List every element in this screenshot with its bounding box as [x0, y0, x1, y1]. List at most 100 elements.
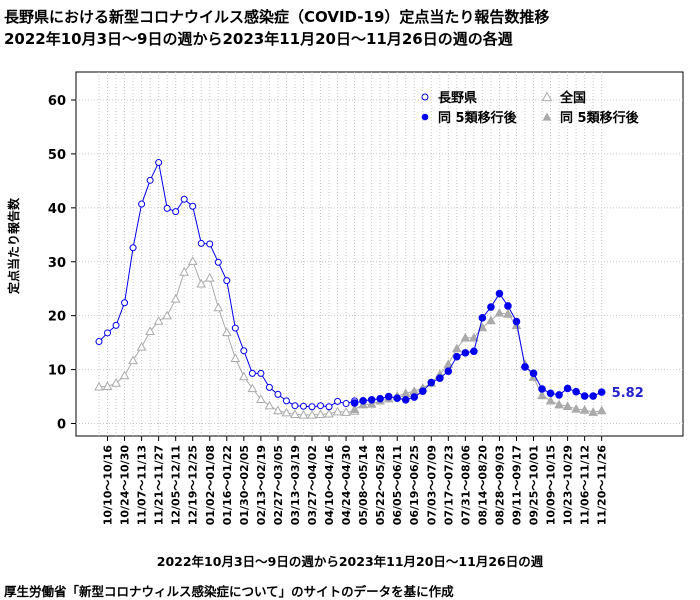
nagano-after-point — [470, 347, 478, 356]
national-after-point — [366, 399, 377, 408]
nagano-point — [257, 369, 265, 377]
legend-marker — [421, 93, 429, 101]
national-after-point — [451, 343, 462, 353]
national-point — [221, 327, 232, 337]
x-tick-label: 02/27～03/05 — [272, 445, 285, 525]
source-note: 厚生労働省「新型コロナウィルス感染症について」のサイトのデータを基に作成 — [4, 584, 454, 599]
chart-title: 長野県における新型コロナウイルス感染症（COVID-19）定点当たり報告数推移 — [4, 8, 550, 26]
x-tick-label: 01/16～01/22 — [221, 445, 234, 525]
nagano-point — [121, 299, 129, 307]
x-tick-label: 06/19～06/25 — [408, 445, 421, 525]
nagano-point — [308, 403, 316, 411]
national-after-point — [494, 307, 505, 317]
x-tick-label: 01/30～02/05 — [238, 445, 251, 525]
y-axis-title: 定点当たり報告数 — [6, 197, 21, 294]
national-point — [315, 409, 326, 419]
x-tick-label: 08/28～09/03 — [493, 445, 506, 525]
nagano-point — [146, 176, 154, 184]
national-point — [247, 383, 258, 393]
national-after-point — [596, 405, 607, 415]
national-after-point — [562, 401, 573, 410]
x-tick-label: 11/06～11/12 — [579, 445, 592, 525]
national-point — [128, 355, 138, 365]
nagano-after-point — [580, 392, 589, 400]
nagano-after-point — [427, 378, 436, 387]
nagano-point — [180, 195, 188, 203]
y-tick-label: 60 — [48, 94, 66, 109]
national-after-point — [503, 309, 513, 318]
national-point — [341, 407, 351, 416]
nagano-point — [95, 338, 103, 346]
x-tick-label: 04/10～04/16 — [323, 445, 336, 526]
nagano-after-point — [436, 374, 444, 383]
x-tick-label: 02/13～02/19 — [255, 445, 268, 525]
national-point — [230, 353, 241, 362]
national-after-point — [537, 390, 547, 400]
nagano-after-point — [410, 393, 419, 401]
legend-marker — [542, 112, 552, 121]
x-tick-label: 09/11～09/17 — [510, 445, 523, 525]
national-point — [204, 272, 215, 282]
national-point — [119, 370, 130, 380]
national-after-point — [409, 386, 420, 395]
national-line — [98, 260, 355, 416]
national-after-point — [469, 332, 479, 342]
nagano-after-point — [367, 395, 376, 404]
x-tick-label: 07/17～07/23 — [442, 445, 455, 525]
legend-label: 同 5類移行後 — [560, 110, 640, 126]
nagano-after-point — [589, 392, 597, 400]
x-tick-label: 12/19～12/25 — [187, 445, 200, 525]
nagano-point — [240, 347, 248, 355]
nagano-point — [172, 208, 180, 216]
nagano-after-point — [529, 369, 538, 378]
nagano-after-point — [393, 394, 402, 402]
national-after-point — [486, 315, 496, 325]
national-after-point — [545, 395, 556, 405]
x-tick-label: 01/02～01/08 — [204, 445, 217, 525]
legend: 長野県 全国同 5類移行後 同 5類移行後 — [421, 90, 640, 126]
nagano-point — [265, 383, 273, 391]
national-point — [273, 405, 283, 415]
nagano-after-point — [376, 394, 384, 403]
nagano-after-point — [521, 363, 529, 371]
last-value-label: 5.82 — [612, 386, 644, 401]
x-tick-label: 04/24～04/30 — [340, 445, 353, 526]
nagano-after-point — [563, 384, 572, 393]
nagano-point — [248, 369, 256, 377]
national-after-point — [554, 399, 564, 409]
national-point — [179, 266, 190, 276]
national-point — [281, 407, 292, 417]
nagano-point — [129, 244, 137, 252]
national-after-point — [588, 407, 599, 416]
nagano-after-point — [418, 387, 427, 395]
nagano-after-point — [512, 317, 521, 326]
national-point — [238, 371, 249, 381]
nagano-point — [214, 258, 222, 266]
x-tick-label: 11/21～11/27 — [153, 445, 166, 525]
nagano-point — [104, 329, 112, 337]
national-point — [94, 381, 104, 391]
legend-label: 長野県 — [438, 91, 477, 106]
nagano-point — [112, 321, 120, 329]
x-tick-label: 11/20～11/26 — [596, 445, 609, 526]
x-tick-label: 06/05～06/11 — [391, 445, 404, 525]
nagano-after-point — [401, 395, 410, 404]
x-tick-label: 05/22～05/28 — [374, 445, 387, 525]
nagano-point — [223, 277, 231, 285]
nagano-after-point — [461, 349, 470, 357]
legend-label: 同 5類移行後 — [438, 110, 518, 126]
x-tick-label: 07/03～07/09 — [425, 445, 438, 525]
national-point — [298, 409, 309, 419]
nagano-after-point — [350, 399, 359, 407]
nagano-after-point — [555, 391, 563, 399]
y-tick-label: 30 — [48, 256, 66, 271]
national-point — [102, 381, 113, 390]
nagano-point — [334, 397, 342, 405]
nagano-point — [163, 204, 171, 212]
national-point — [196, 278, 207, 288]
legend-marker — [541, 91, 553, 102]
x-tick-label: 08/14～08/20 — [476, 445, 489, 526]
y-tick-label: 20 — [48, 310, 66, 325]
nagano-point — [342, 400, 350, 408]
